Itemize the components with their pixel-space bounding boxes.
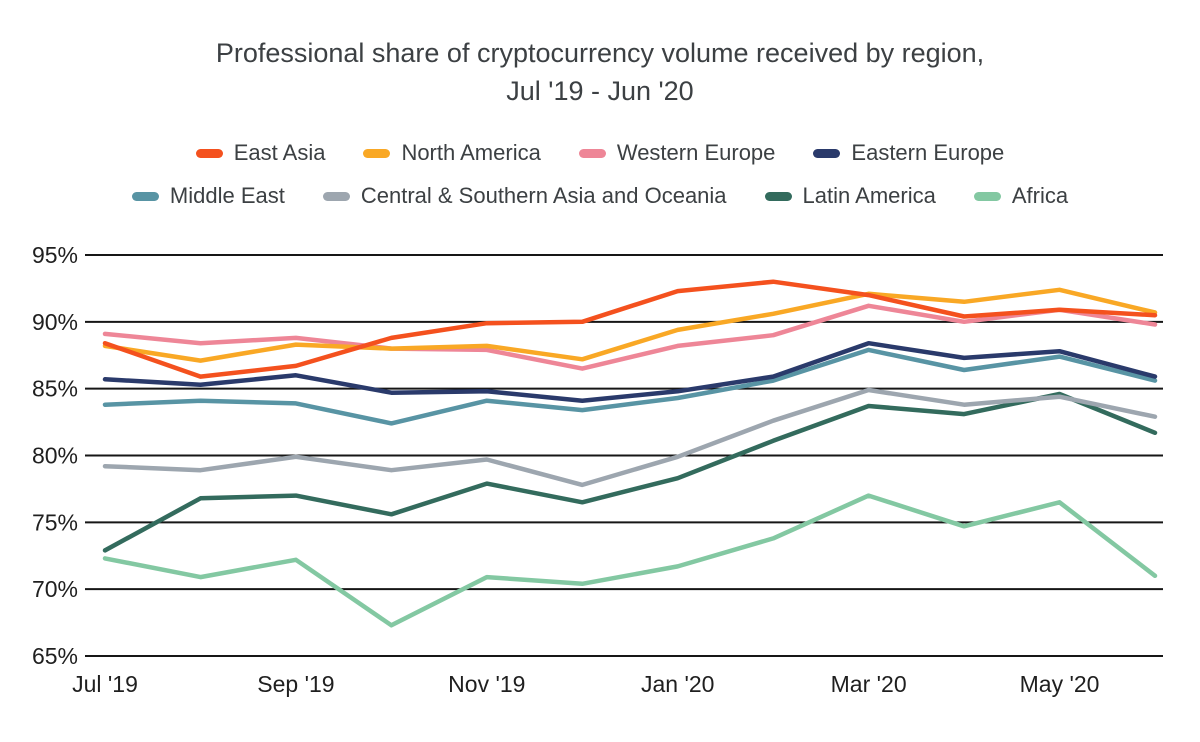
y-tick-label-65: 65% <box>32 643 78 669</box>
legend-label-north-america: North America <box>401 140 541 165</box>
legend-item-east-asia: East Asia <box>195 140 326 166</box>
x-tick-label-jan-20: Jan '20 <box>641 671 714 697</box>
series-line-eastern-europe <box>102 340 1158 403</box>
series-line-middle-east <box>102 347 1158 426</box>
legend-item-eastern-europe: Eastern Europe <box>813 140 1004 166</box>
series-line-africa <box>102 493 1158 628</box>
legend-item-latin-america: Latin America <box>764 183 936 209</box>
legend-row-1: East Asia North America Western Europe East… <box>0 140 1200 166</box>
series-lines <box>102 279 1158 628</box>
legend-label-latin-america: Latin America <box>802 183 936 208</box>
x-tick-label-mar-20: Mar '20 <box>831 671 907 697</box>
legend-swatch-central-and-southern-asia-and-oceania <box>322 191 350 201</box>
series-line-central-and-southern-asia-and-oceania <box>102 387 1158 488</box>
y-tick-label-80: 80% <box>32 443 78 469</box>
legend-swatch-east-asia <box>195 148 223 158</box>
x-tick-label-jul-19: Jul '19 <box>72 671 138 697</box>
legend-item-central-and-southern-asia-and-oceania: Central & Southern Asia and Oceania <box>322 183 727 209</box>
gridlines <box>85 254 1163 657</box>
y-axis-labels: 95% 90% 85% 80% 75% 70% 65% <box>32 242 78 669</box>
x-tick-label-sep-19: Sep '19 <box>257 671 334 697</box>
legend-swatch-africa <box>973 191 1001 201</box>
x-tick-label-nov-19: Nov '19 <box>448 671 525 697</box>
chart-title-line2: Jul '19 - Jun '20 <box>506 76 694 106</box>
legend-swatch-middle-east <box>131 191 159 201</box>
legend-label-middle-east: Middle East <box>169 183 285 208</box>
y-tick-label-90: 90% <box>32 309 78 335</box>
x-tick-label-may-20: May '20 <box>1020 671 1100 697</box>
legend-item-middle-east: Middle East <box>131 183 285 209</box>
chart-title: Professional share of cryptocurrency vol… <box>0 34 1200 110</box>
legend-item-africa: Africa <box>973 183 1069 209</box>
legend-label-eastern-europe: Eastern Europe <box>851 140 1005 165</box>
legend-swatch-western-europe <box>578 148 606 158</box>
legend-item-north-america: North America <box>363 140 541 166</box>
chart-area: 95% 90% 85% 80% 75% 70% 65% Jul '19 Sep '19 Nov '… <box>0 225 1200 730</box>
legend-swatch-north-america <box>363 148 391 158</box>
legend-label-central-and-southern-asia-and-oceania: Central & Southern Asia and Oceania <box>360 183 727 208</box>
y-tick-label-85: 85% <box>32 376 78 402</box>
series-line-western-europe <box>102 303 1158 371</box>
x-axis-labels: Jul '19 Sep '19 Nov '19 Jan '20 Mar '20 May '… <box>72 671 1099 697</box>
y-tick-label-75: 75% <box>32 509 78 535</box>
legend-swatch-latin-america <box>764 191 792 201</box>
chart-title-line1: Professional share of cryptocurrency vol… <box>215 38 985 68</box>
series-line-latin-america <box>102 391 1158 553</box>
legend-row-2: Middle East Central & Southern Asia and O… <box>0 183 1200 209</box>
legend-label-africa: Africa <box>1011 183 1069 208</box>
series-line-north-america <box>102 287 1158 363</box>
legend-label-western-europe: Western Europe <box>616 140 776 165</box>
legend-label-east-asia: East Asia <box>233 140 326 165</box>
legend-swatch-eastern-europe <box>813 148 841 158</box>
y-tick-label-95: 95% <box>32 242 78 268</box>
y-tick-label-70: 70% <box>32 576 78 602</box>
legend-item-western-europe: Western Europe <box>578 140 776 166</box>
line-chart-canvas: 95% 90% 85% 80% 75% 70% 65%Jul '19 Sep '19 Nov '… <box>32 242 1163 697</box>
series-line-east-asia <box>102 279 1158 379</box>
